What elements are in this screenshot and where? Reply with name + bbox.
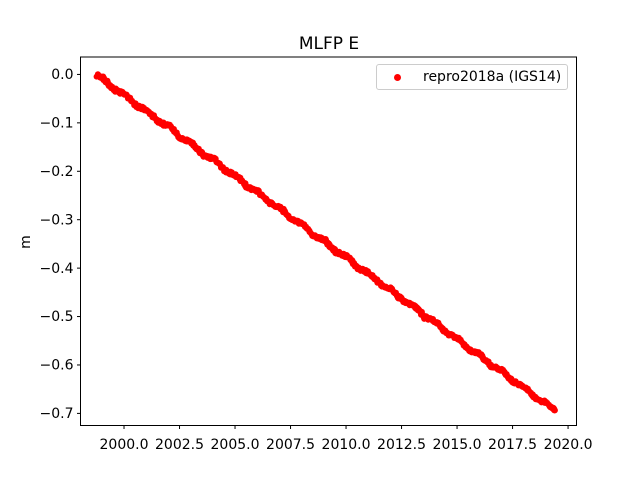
y-tick-label: −0.1 xyxy=(40,116,74,132)
y-tick-label: −0.7 xyxy=(40,406,74,422)
chart-title: MLFP E xyxy=(298,34,360,54)
y-tick-label: −0.2 xyxy=(40,164,74,180)
legend-marker-dot xyxy=(394,73,401,81)
legend: repro2018a (IGS14) xyxy=(376,64,568,90)
x-tick-label: 2020.0 xyxy=(544,437,593,453)
x-axis-ticks: 2000.0 2002.5 2005.0 2007.5 2010.0 2012.5 2015… xyxy=(100,425,593,453)
x-tick-label: 2000.0 xyxy=(100,437,149,453)
legend-label: repro2018a (IGS14) xyxy=(423,69,562,85)
y-axis-label: m xyxy=(18,235,34,249)
y-axis-ticks: 0.0 −0.1 −0.2 −0.3 −0.4 −0.5 −0.6 −0.7 xyxy=(40,67,81,422)
x-tick-label: 2007.5 xyxy=(266,437,315,453)
y-tick-label: −0.3 xyxy=(40,212,74,228)
x-tick-label: 2017.5 xyxy=(488,437,537,453)
y-tick-label: −0.6 xyxy=(40,358,74,374)
y-tick-label: −0.5 xyxy=(40,309,74,325)
y-tick-label: 0.0 xyxy=(51,67,73,83)
series-points xyxy=(93,71,558,414)
x-tick-label: 2005.0 xyxy=(211,437,260,453)
x-tick-label: 2002.5 xyxy=(155,437,204,453)
x-tick-label: 2012.5 xyxy=(377,437,426,453)
x-tick-label: 2010.0 xyxy=(322,437,371,453)
data-point xyxy=(551,407,558,413)
x-tick-label: 2015.0 xyxy=(433,437,482,453)
y-tick-label: −0.4 xyxy=(40,261,74,277)
plot-frame xyxy=(80,56,577,426)
